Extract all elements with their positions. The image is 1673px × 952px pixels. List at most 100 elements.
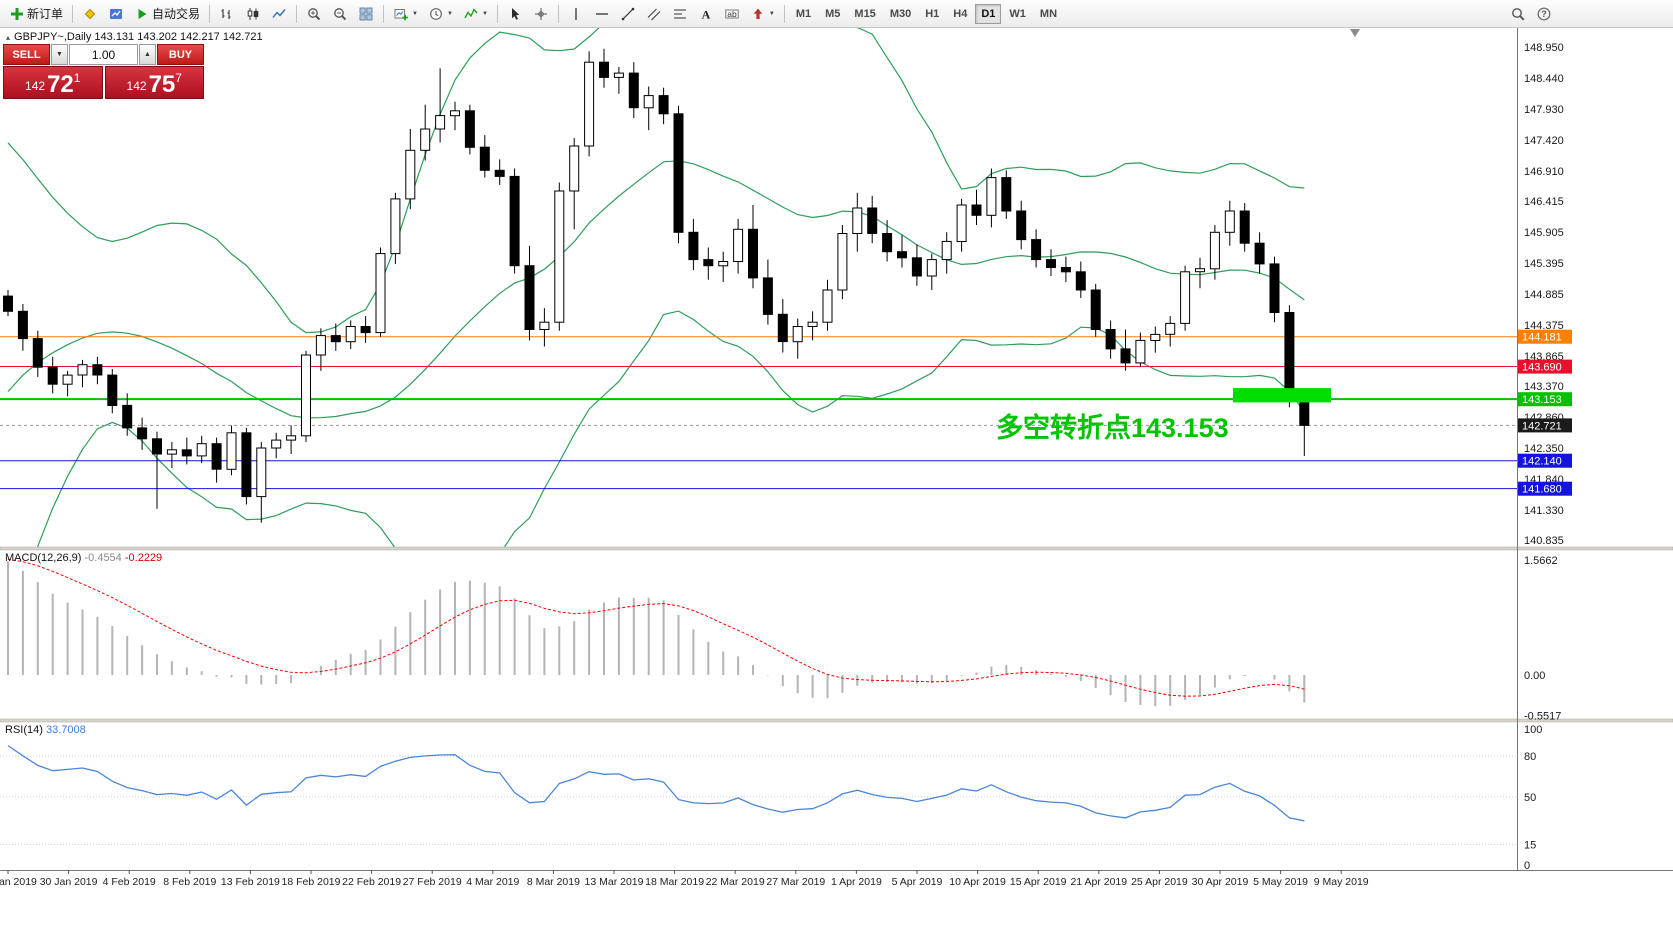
svg-text:140.835: 140.835: [1524, 535, 1564, 547]
fibonacci-tool-button[interactable]: [668, 2, 692, 26]
panel-separator[interactable]: [0, 546, 1673, 551]
svg-text:?: ?: [1541, 9, 1547, 19]
svg-text:13 Mar 2019: 13 Mar 2019: [585, 876, 644, 888]
arrows-tool-button[interactable]: ▼: [746, 2, 779, 26]
timeframe-m30-button[interactable]: M30: [889, 7, 912, 20]
rsi-panel[interactable]: [0, 745, 1517, 846]
macd-panel[interactable]: [7, 558, 1306, 707]
candlestick-chart-button[interactable]: [241, 2, 265, 26]
timeframe-h4-button[interactable]: H4: [953, 7, 968, 20]
help-icon: ?: [1537, 7, 1551, 20]
chart-bars-icon: [221, 8, 231, 19]
turning-point-annotation[interactable]: 多空转折点143.153: [996, 413, 1229, 443]
sell-button[interactable]: SELL: [3, 44, 50, 65]
one-click-trading-panel: SELL ▼ ▲ BUY 142 72 1 142 75 7: [3, 44, 204, 99]
autotrading-button[interactable]: 自动交易: [130, 2, 204, 26]
turning-point-rectangle[interactable]: [1233, 388, 1331, 403]
new-order-button[interactable]: 新订单: [5, 2, 67, 26]
cursor-button[interactable]: [503, 2, 527, 26]
chart-shift-marker-icon[interactable]: [1350, 29, 1360, 37]
candlestick-series: [3, 48, 1310, 523]
zoom-in-icon: [308, 7, 321, 20]
profiles-icon: [430, 7, 442, 20]
svg-text:147.930: 147.930: [1524, 104, 1564, 116]
svg-text:21 Apr 2019: 21 Apr 2019: [1070, 876, 1127, 888]
help-button[interactable]: ?: [1532, 2, 1556, 26]
price-axis[interactable]: 148.950 148.440 147.930 147.420 146.910 146.4…: [1518, 42, 1572, 872]
timeframe-w1-button[interactable]: W1: [1009, 7, 1026, 20]
timeframe-m15-button[interactable]: M15: [854, 7, 876, 20]
svg-text:4 Mar 2019: 4 Mar 2019: [466, 876, 519, 888]
toolbar-separator: [557, 4, 559, 23]
timeframe-mn-button[interactable]: MN: [1039, 7, 1058, 20]
toolbar-separator: [209, 4, 211, 23]
tile-windows-button[interactable]: [354, 2, 378, 26]
zoom-in-button[interactable]: [302, 2, 326, 26]
horizontal-line-tool-button[interactable]: [590, 2, 614, 26]
symbol-label: ▴ GBPJPY~,Daily 143.131 143.202 142.217 …: [6, 31, 263, 43]
price-panel[interactable]: [0, 5, 1517, 640]
channel-tool-icon: [647, 8, 661, 20]
svg-text:22 Mar 2019: 22 Mar 2019: [706, 876, 765, 888]
metaeditor-button[interactable]: [78, 2, 102, 26]
buy-price-button[interactable]: 142 75 7: [104, 66, 204, 99]
timeframe-d1-button[interactable]: D1: [975, 3, 1002, 24]
macd-main-value: -0.4554: [84, 552, 122, 564]
cursor-icon: [511, 7, 520, 20]
svg-text:148.440: 148.440: [1524, 73, 1564, 85]
profiles-button[interactable]: ▼: [424, 2, 457, 26]
trendline-tool-button[interactable]: [616, 2, 640, 26]
search-icon: [1512, 7, 1525, 21]
trendline-tool-icon: [621, 7, 635, 20]
oneclick-expander-icon[interactable]: ▴: [6, 32, 11, 42]
svg-text:27 Mar 2019: 27 Mar 2019: [766, 876, 825, 888]
arrows-tool-icon: [753, 8, 763, 19]
text-label-tool-button[interactable]: ab: [720, 2, 744, 26]
vertical-line-tool-button[interactable]: [564, 2, 588, 26]
sell-price-button[interactable]: 142 72 1: [3, 66, 103, 99]
indicators-button[interactable]: ▼: [459, 2, 492, 26]
timeframe-m5-button[interactable]: M5: [825, 7, 841, 20]
svg-text:5 May 2019: 5 May 2019: [1253, 876, 1308, 888]
chart-candles-icon: [247, 7, 259, 20]
terminal-button[interactable]: [104, 2, 128, 26]
dropdown-arrow-icon[interactable]: ▼: [412, 10, 418, 17]
crosshair-button[interactable]: [529, 2, 553, 26]
buy-price-sup: 7: [175, 71, 182, 85]
panel-separator[interactable]: [0, 718, 1673, 723]
svg-text:145.395: 145.395: [1524, 258, 1564, 270]
equidistant-channel-tool-button[interactable]: [642, 2, 666, 26]
sell-price-sup: 1: [73, 71, 81, 85]
dropdown-arrow-icon[interactable]: ▼: [446, 10, 453, 17]
buy-button[interactable]: BUY: [157, 44, 204, 65]
volume-input[interactable]: [69, 44, 138, 65]
price-tag-143.690: 143.690: [1518, 359, 1572, 374]
svg-text:25 Jan 2019: 25 Jan 2019: [0, 876, 37, 888]
bar-chart-button[interactable]: [215, 2, 239, 26]
svg-text:0: 0: [1524, 860, 1530, 872]
timeframe-h1-button[interactable]: H1: [925, 7, 940, 20]
text-tool-button[interactable]: A: [694, 2, 718, 26]
svg-text:5 Apr 2019: 5 Apr 2019: [892, 876, 943, 888]
new-order-icon: [11, 7, 23, 20]
price-tag-144.181: 144.181: [1518, 329, 1572, 344]
svg-text:146.910: 146.910: [1524, 166, 1564, 178]
svg-text:100: 100: [1524, 724, 1542, 736]
zoom-out-button[interactable]: [328, 2, 352, 26]
search-button[interactable]: [1506, 2, 1530, 26]
terminal-icon: [110, 8, 123, 19]
timeframe-m1-button[interactable]: M1: [795, 7, 812, 20]
dropdown-arrow-icon[interactable]: ▼: [768, 10, 775, 17]
volume-increase-button[interactable]: ▲: [139, 44, 156, 65]
toolbar-separator: [296, 4, 298, 23]
svg-text:50: 50: [1524, 792, 1536, 804]
volume-decrease-button[interactable]: ▼: [51, 44, 68, 65]
symbol-ohlc-text: GBPJPY~,Daily 143.131 143.202 142.217 14…: [14, 31, 263, 43]
new-chart-button[interactable]: ▼: [389, 2, 422, 26]
dropdown-arrow-icon[interactable]: ▼: [481, 10, 488, 17]
line-chart-button[interactable]: [267, 2, 291, 26]
svg-text:142.350: 142.350: [1524, 443, 1564, 455]
svg-text:8 Mar 2019: 8 Mar 2019: [527, 876, 580, 888]
